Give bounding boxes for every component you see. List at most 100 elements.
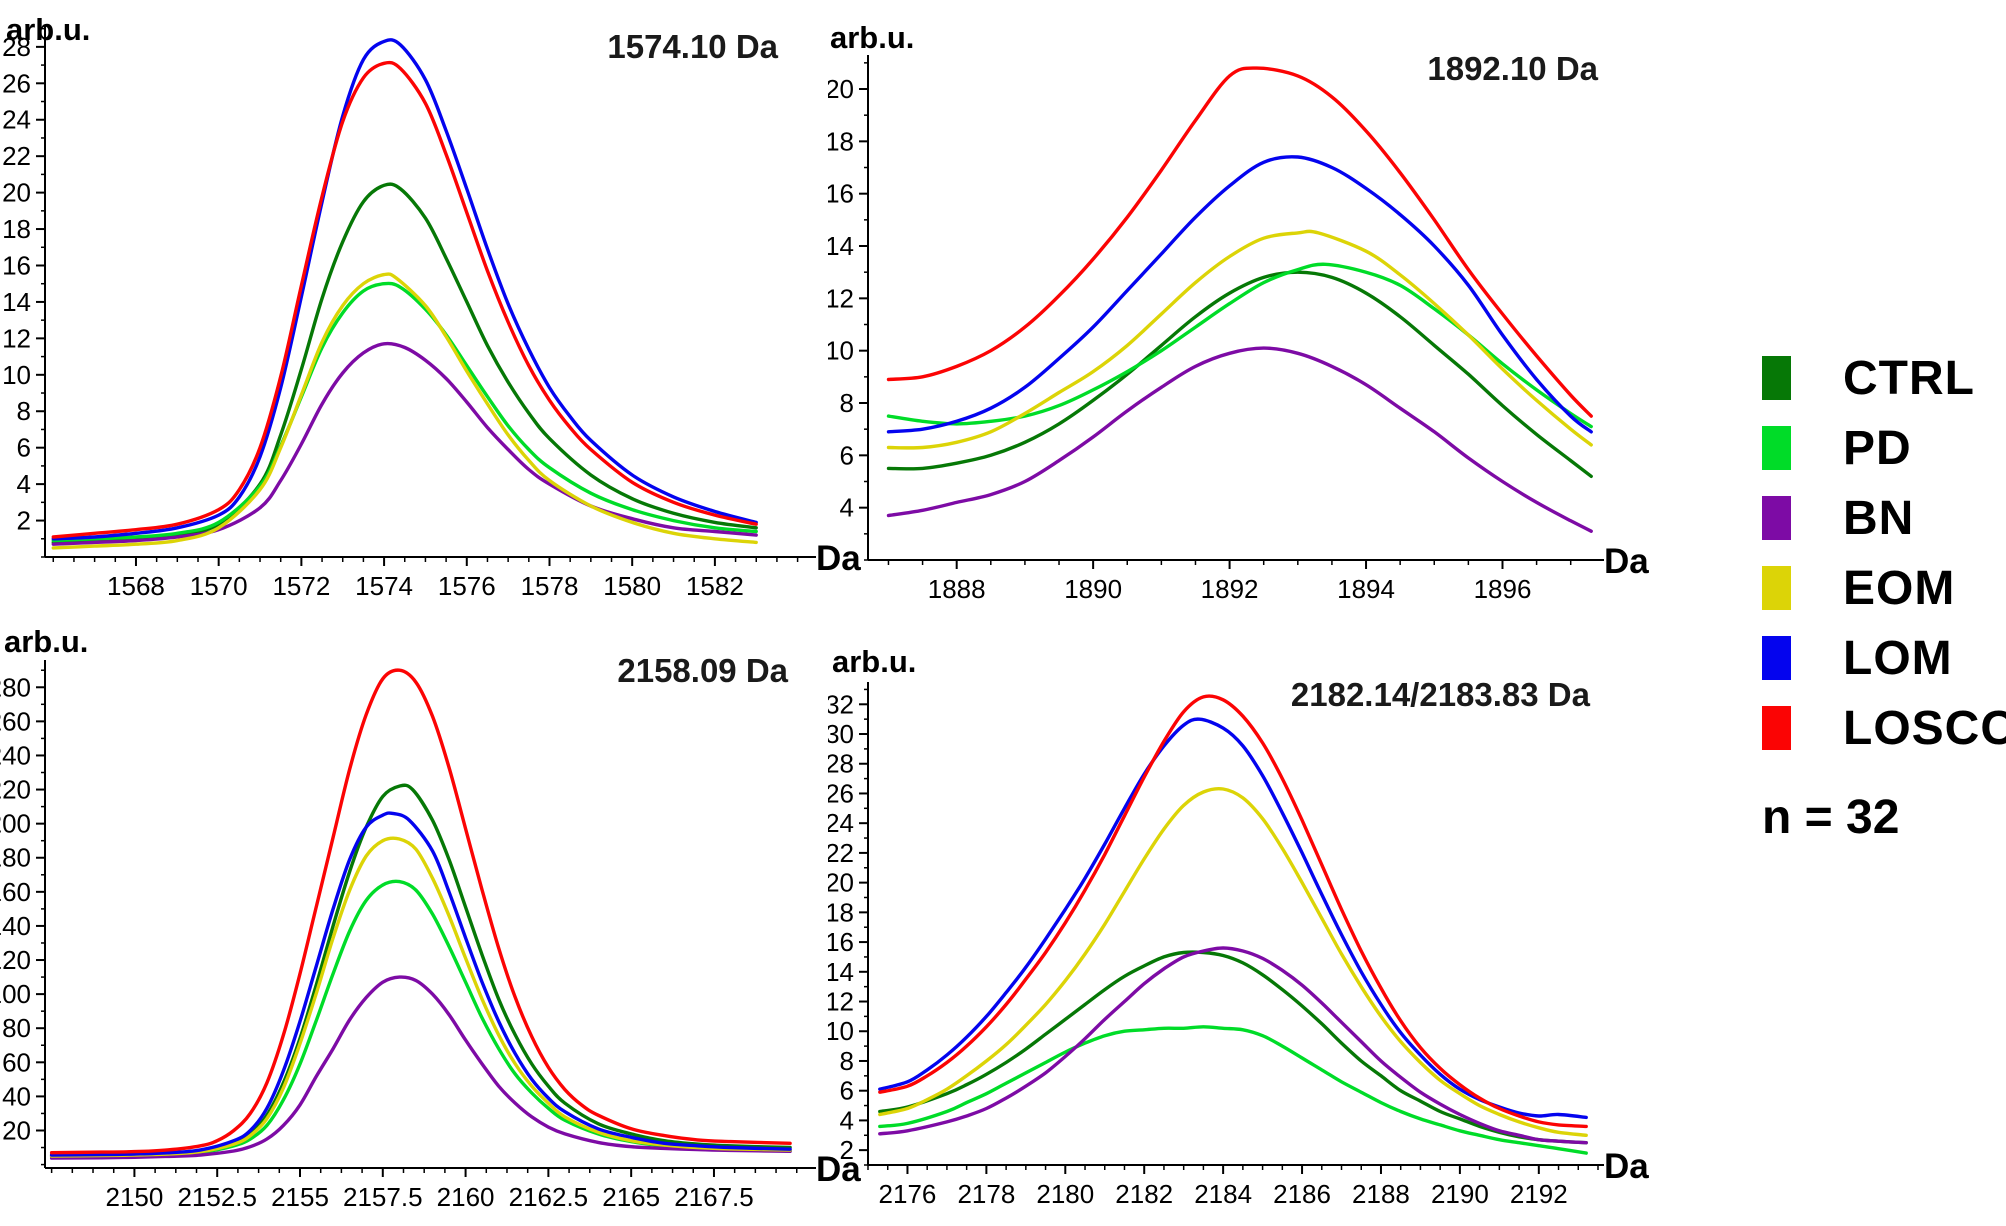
series-curve-ctrl [886, 270, 1593, 478]
x-axis-unit-label: Da [1604, 542, 1649, 581]
y-tick-label: 4 [17, 469, 31, 499]
series-curve-pd [878, 1025, 1588, 1155]
legend: CTRL PD BN EOM LOM LOSCC n = 32 [1762, 352, 2006, 845]
y-tick-label: 160 [0, 877, 31, 907]
legend-item-bn: BN [1762, 492, 2006, 545]
y-tick-label: 8 [840, 388, 854, 418]
series-curve-eom [51, 272, 758, 550]
plot-title: 2158.09 Da [617, 652, 788, 689]
sample-size-label: n = 32 [1762, 791, 1900, 844]
legend-swatch-lom [1762, 636, 1791, 680]
series-curve-eom [49, 836, 792, 1158]
x-tick-label: 2162.5 [509, 1182, 589, 1212]
y-tick-label: 24 [2, 105, 31, 135]
y-axis-unit-label: arb.u. [6, 12, 90, 47]
x-tick-label: 2150 [105, 1182, 163, 1212]
y-tick-label: 10 [828, 1016, 854, 1046]
y-tick-label: 2 [17, 506, 31, 536]
y-tick-label: 6 [840, 440, 854, 470]
y-tick-label: 14 [828, 231, 854, 261]
x-tick-label: 2192 [1510, 1179, 1568, 1209]
y-tick-label: 18 [2, 214, 31, 244]
y-tick-label: 10 [2, 360, 31, 390]
y-tick-label: 220 [0, 775, 31, 805]
y-tick-label: 14 [828, 957, 854, 987]
x-tick-label: 2155 [271, 1182, 329, 1212]
x-tick-label: 1890 [1064, 574, 1122, 604]
x-tick-label: 1896 [1474, 574, 1532, 604]
y-tick-label: 12 [828, 283, 854, 313]
x-tick-label: 2178 [957, 1179, 1015, 1209]
x-tick-label: 1580 [603, 571, 661, 601]
y-tick-label: 60 [2, 1047, 31, 1077]
series-curve-loscc [886, 66, 1593, 418]
series-curve-ctrl [51, 182, 758, 545]
y-tick-label: 260 [0, 706, 31, 736]
legend-label-lom: LOM [1843, 631, 1953, 685]
series-curve-pd [51, 281, 758, 543]
y-tick-label: 4 [840, 1105, 854, 1135]
y-tick-label: 26 [828, 778, 854, 808]
y-axis-unit-label: arb.u. [830, 20, 914, 55]
y-tick-label: 40 [2, 1081, 31, 1111]
x-tick-label: 2184 [1194, 1179, 1252, 1209]
legend-swatch-bn [1762, 496, 1791, 540]
x-tick-label: 1574 [355, 571, 413, 601]
x-tick-label: 1572 [272, 571, 330, 601]
y-tick-label: 16 [828, 179, 854, 209]
series-curve-bn [878, 946, 1588, 1145]
legend-item-eom: EOM [1762, 562, 2006, 615]
x-tick-label: 2152.5 [177, 1182, 257, 1212]
x-tick-label: 2165 [602, 1182, 660, 1212]
y-tick-label: 240 [0, 740, 31, 770]
x-tick-label: 2167.5 [674, 1182, 754, 1212]
y-tick-label: 28 [828, 749, 854, 779]
plot-title: 1574.10 Da [607, 28, 778, 65]
x-tick-label: 1888 [928, 574, 986, 604]
series-curve-pd [49, 879, 792, 1159]
y-tick-label: 6 [840, 1076, 854, 1106]
series-curve-loscc [51, 60, 758, 539]
legend-swatch-ctrl [1762, 356, 1791, 400]
legend-label-loscc: LOSCC [1843, 701, 2006, 755]
legend-swatch-loscc [1762, 706, 1791, 750]
series-curve-bn [49, 975, 792, 1160]
y-tick-label: 30 [828, 719, 854, 749]
y-tick-label: 10 [828, 336, 854, 366]
legend-item-pd: PD [1762, 422, 2006, 475]
y-tick-label: 14 [2, 287, 31, 317]
y-tick-label: 8 [840, 1046, 854, 1076]
y-tick-label: 80 [2, 1013, 31, 1043]
y-tick-label: 18 [828, 126, 854, 156]
y-tick-label: 8 [17, 396, 31, 426]
y-tick-label: 12 [828, 987, 854, 1017]
legend-label-eom: EOM [1843, 561, 1956, 615]
legend-swatch-pd [1762, 426, 1791, 470]
series-curve-eom [878, 786, 1588, 1137]
x-tick-label: 2157.5 [343, 1182, 423, 1212]
x-tick-label: 1578 [521, 571, 579, 601]
legend-item-lom: LOM [1762, 632, 2006, 685]
x-tick-label: 2182 [1115, 1179, 1173, 1209]
series-curve-lom [878, 717, 1588, 1120]
x-tick-label: 2160 [437, 1182, 495, 1212]
x-tick-label: 2180 [1036, 1179, 1094, 1209]
y-tick-label: 28 [2, 32, 31, 62]
y-tick-label: 26 [2, 68, 31, 98]
plot-title: 2182.14/2183.83 Da [1291, 676, 1591, 713]
x-tick-label: 1576 [438, 571, 496, 601]
y-tick-label: 20 [828, 868, 854, 898]
y-tick-label: 6 [17, 433, 31, 463]
series-curve-pd [886, 262, 1593, 429]
y-tick-label: 120 [0, 945, 31, 975]
series-curve-lom [886, 155, 1593, 434]
y-tick-label: 200 [0, 809, 31, 839]
legend-label-bn: BN [1843, 491, 1915, 545]
y-tick-label: 20 [2, 178, 31, 208]
x-tick-label: 1582 [686, 571, 744, 601]
y-tick-label: 2 [840, 1135, 854, 1165]
y-axis-unit-label: arb.u. [832, 644, 916, 679]
legend-swatch-eom [1762, 566, 1791, 610]
